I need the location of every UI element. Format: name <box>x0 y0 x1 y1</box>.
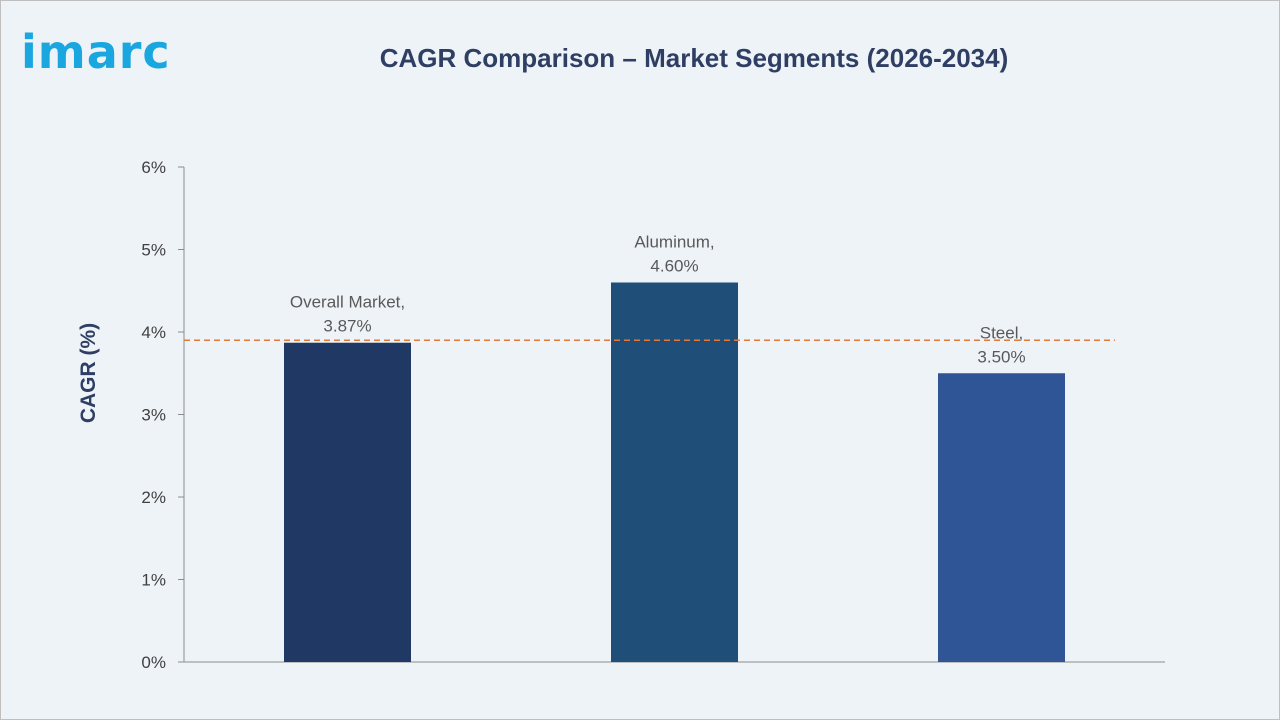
y-tick-label: 3% <box>141 406 166 425</box>
data-label-category: Steel, <box>980 323 1023 342</box>
imarc-logo: imarc <box>21 25 171 79</box>
bar-steel <box>938 373 1065 662</box>
y-tick-label: 2% <box>141 488 166 507</box>
bar-overall-market <box>284 342 411 662</box>
y-tick-label: 0% <box>141 653 166 672</box>
data-label-category: Overall Market, <box>290 293 405 312</box>
data-label-value: 4.60% <box>650 257 698 276</box>
data-label-value: 3.50% <box>977 347 1025 366</box>
data-label-value: 3.87% <box>323 317 371 336</box>
data-label-category: Aluminum, <box>634 233 714 252</box>
y-tick-label: 4% <box>141 323 166 342</box>
y-tick-label: 1% <box>141 571 166 590</box>
bar-aluminum <box>611 282 738 662</box>
y-tick-label: 5% <box>141 241 166 260</box>
y-tick-label: 6% <box>141 158 166 177</box>
chart-title: CAGR Comparison – Market Segments (2026-… <box>379 43 1009 73</box>
